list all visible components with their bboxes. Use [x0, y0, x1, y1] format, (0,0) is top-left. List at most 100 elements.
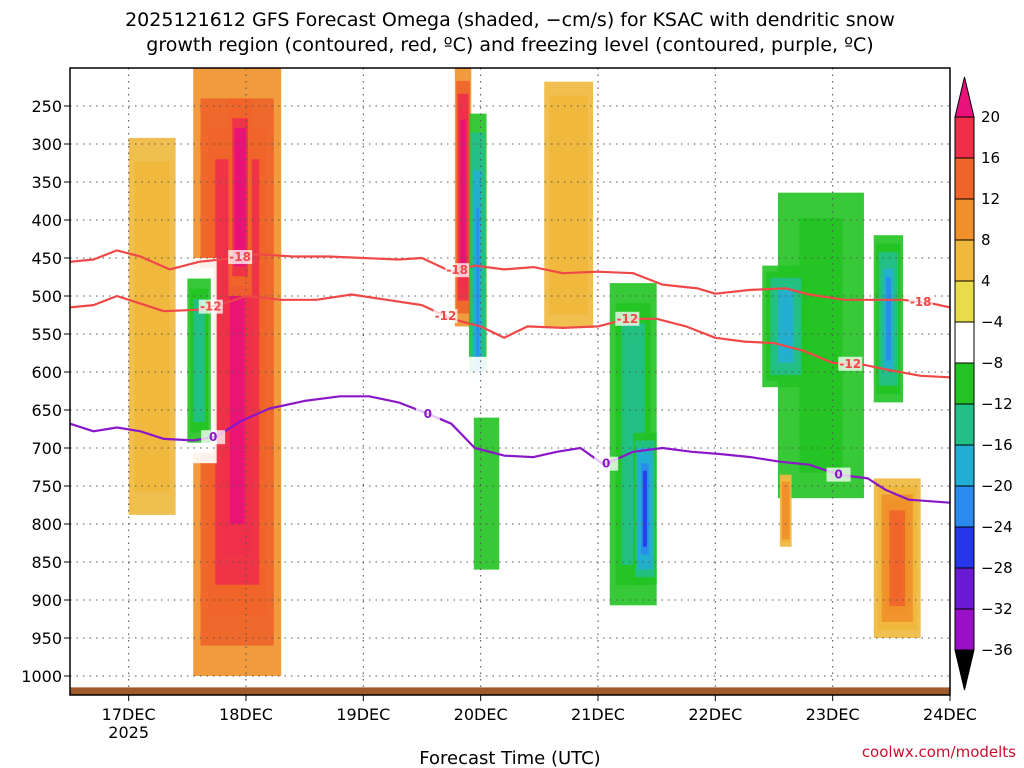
colorbar-swatch	[954, 403, 975, 446]
minus-18-isotherm-line	[70, 249, 950, 309]
freezing-level-label-bg	[594, 456, 619, 471]
freezing-level-line	[70, 395, 950, 504]
x-tick-label: 23DEC	[806, 705, 860, 724]
y-tick-label: 750	[31, 477, 62, 496]
shade-21dec-ascent	[563, 136, 574, 274]
freezing-level-label: 0	[209, 430, 217, 444]
minus-12-isotherm-label: -12	[839, 357, 861, 371]
x-tick-label: 24DEC	[923, 705, 977, 724]
x-tick-label: 20DEC	[454, 705, 508, 724]
colorbar-swatch	[954, 157, 975, 200]
freezing-level-label: 0	[424, 407, 432, 421]
freezing-level-label: 0	[602, 457, 610, 471]
plot-frame	[69, 67, 951, 696]
colorbar-swatch	[954, 321, 975, 364]
colorbar-label: −16	[981, 436, 1013, 454]
x-tick-label: 18DEC	[219, 705, 273, 724]
shade-22dec-descent-core	[781, 296, 790, 357]
shade-21dec-core-descent	[642, 470, 647, 547]
y-tick-label: 1000	[21, 667, 62, 686]
colorbar-swatch	[954, 608, 975, 651]
y-tick-label: 700	[31, 439, 62, 458]
minus-18-isotherm-label-bg	[228, 250, 253, 265]
chart-title-line-1: 2025121612 GFS Forecast Omega (shaded, −…	[125, 9, 895, 31]
colorbar-label: −36	[981, 641, 1013, 659]
minus-12-isotherm-label: -12	[435, 309, 457, 323]
minus-18-isotherm-label: -18	[910, 295, 932, 309]
colorbar-swatch	[954, 198, 975, 241]
y-axis: 250 300 350 400 450 500 550 600 650 700 750 800 850 9…	[21, 97, 70, 686]
colorbar-swatch	[954, 444, 975, 487]
shade-22dec-lower-ascent	[784, 492, 787, 529]
ground-surface-band	[70, 687, 950, 695]
y-tick-label: 800	[31, 515, 62, 534]
shade-17dec-lower-descent	[196, 309, 202, 412]
colorbar-label: 4	[981, 272, 991, 290]
shade-20dec-lower-descent	[473, 417, 500, 570]
shade-18dec-core	[238, 147, 243, 247]
y-tick-label: 650	[31, 401, 62, 420]
shade-21dec-descent	[627, 343, 640, 545]
shade-23dec-descent-core	[885, 277, 891, 361]
colorbar-swatch	[954, 567, 975, 610]
y-tick-label: 250	[31, 97, 62, 116]
minus-18-isotherm-label-bg	[445, 263, 470, 278]
minus-12-isotherm-label-bg	[433, 309, 458, 324]
colorbar-swatch	[954, 280, 975, 323]
chart-title-line-2: growth region (contoured, red, ºC) and f…	[146, 34, 873, 56]
x-tick-label: 17DEC	[102, 705, 156, 724]
colorbar-label: 12	[981, 190, 1000, 208]
colorbar-top-arrow	[954, 76, 975, 118]
minus-12-isotherm-label: -12	[200, 300, 222, 314]
colorbar-swatch	[954, 239, 975, 282]
colorbar-swatch	[954, 362, 975, 405]
y-tick-label: 600	[31, 363, 62, 382]
colorbar-swatch	[954, 485, 975, 528]
minus-12-isotherm-label: -12	[616, 312, 638, 326]
y-tick-label: 900	[31, 591, 62, 610]
y-tick-label: 500	[31, 287, 62, 306]
y-tick-label: 300	[31, 135, 62, 154]
colorbar-label: −28	[981, 559, 1013, 577]
freezing-level-label-bg	[201, 430, 226, 445]
contour-layer: -18 -18 -18 -12 -12 -12 -12 0 0 0 0	[70, 249, 950, 504]
x-tick-label: 22DEC	[688, 705, 742, 724]
y-tick-label: 550	[31, 325, 62, 344]
x-tick-sublabel-year: 2025	[108, 723, 149, 742]
colorbar-label: 16	[981, 149, 1000, 167]
x-tick-label: 19DEC	[336, 705, 390, 724]
freezing-level-label: 0	[834, 468, 842, 482]
colorbar-label: 8	[981, 231, 991, 249]
colorbar-label: −4	[981, 313, 1003, 331]
freezing-level-label-bg	[415, 406, 440, 421]
shade-23dec-lower-ascent	[893, 518, 902, 599]
colorbar-label: −20	[981, 477, 1013, 495]
shade-20dec-strong-ascent	[461, 132, 465, 262]
credit-link[interactable]: coolwx.com/modelts	[862, 743, 1016, 761]
y-tick-label: 450	[31, 249, 62, 268]
colorbar-swatch	[954, 526, 975, 569]
freezing-level-label-bg	[826, 467, 851, 482]
minus-18-isotherm-label-bg	[908, 295, 933, 310]
minus-12-isotherm-label-bg	[615, 311, 640, 326]
y-tick-label: 850	[31, 553, 62, 572]
colorbar-label: −32	[981, 600, 1013, 618]
y-tick-label: 400	[31, 211, 62, 230]
colorbar-label: 20	[981, 108, 1000, 126]
colorbar-bottom-arrow	[954, 649, 975, 691]
colorbar: 20 16 12 8 4 −4 −8 −12 −16 −20 −24 −28 −32 −36	[954, 76, 1013, 691]
minus-12-isotherm-label-bg	[198, 299, 223, 314]
minus-18-isotherm-label: -18	[229, 250, 251, 264]
colorbar-label: −12	[981, 395, 1013, 413]
shade-20dec-descent	[476, 208, 480, 399]
x-tick-label: 21DEC	[571, 705, 625, 724]
y-tick-label: 950	[31, 629, 62, 648]
minus-18-isotherm-label: -18	[446, 263, 468, 277]
minus-12-isotherm-label-bg	[838, 356, 863, 371]
x-axis-title: Forecast Time (UTC)	[419, 748, 600, 768]
y-tick-label: 350	[31, 173, 62, 192]
shade-17dec-weak-ascent	[146, 208, 158, 445]
colorbar-swatch	[954, 116, 975, 159]
